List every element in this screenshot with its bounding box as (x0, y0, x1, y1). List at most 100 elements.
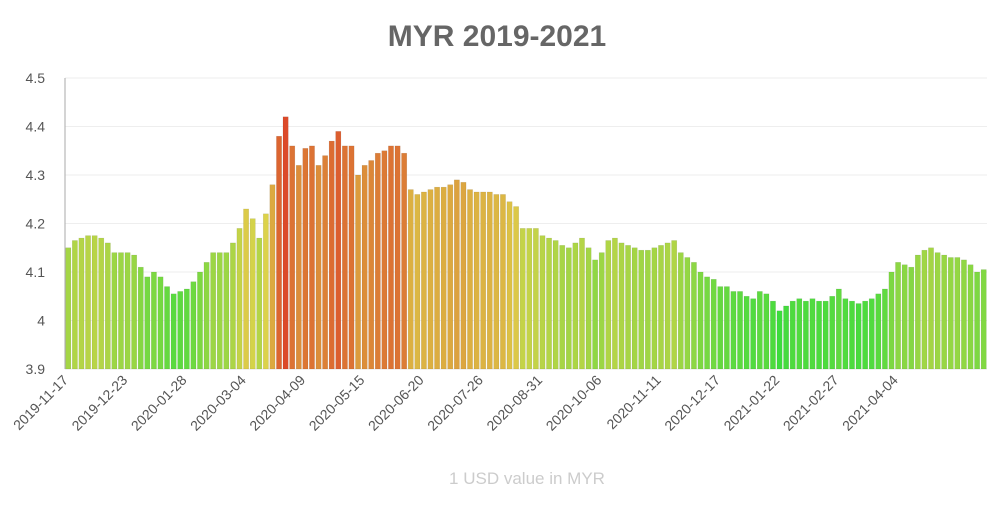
bar (664, 242, 671, 370)
x-tick-label: 2020-03-04 (187, 372, 249, 434)
chart-title: MYR 2019-2021 (388, 20, 606, 53)
bar (131, 254, 138, 370)
bar (644, 249, 651, 370)
bar (901, 264, 908, 370)
bar (822, 300, 829, 370)
bar (908, 266, 915, 370)
bar (961, 259, 967, 370)
bar (783, 305, 790, 370)
bar (572, 242, 579, 370)
bar (631, 247, 638, 370)
bar (546, 237, 552, 370)
bar (170, 293, 177, 370)
bar (203, 262, 210, 370)
bar (710, 279, 717, 370)
bar (427, 189, 434, 370)
bar (190, 281, 197, 370)
y-tick-label: 4.4 (26, 119, 46, 135)
x-tick-label: 2020-05-15 (306, 372, 368, 434)
bar (816, 300, 822, 370)
bar (592, 259, 599, 370)
bar (78, 237, 85, 370)
bar (796, 298, 803, 370)
bar (565, 247, 572, 370)
bar (118, 252, 124, 370)
bar (256, 237, 263, 370)
bar (638, 249, 645, 370)
bar (223, 252, 230, 370)
bar (447, 184, 454, 370)
bar (368, 160, 375, 370)
bar (651, 247, 658, 370)
bar (98, 237, 105, 370)
bar (230, 242, 236, 370)
bar (605, 240, 612, 370)
bar (85, 235, 91, 370)
bar (974, 271, 981, 370)
bar (216, 252, 223, 370)
bar (243, 208, 249, 370)
bar (407, 189, 414, 370)
bar (500, 194, 506, 370)
bar (111, 252, 118, 370)
x-tick-label: 2019-12-23 (68, 372, 130, 434)
bar (579, 237, 585, 370)
x-tick-label: 2020-04-09 (246, 372, 308, 434)
bar (717, 286, 724, 370)
bar (157, 276, 164, 370)
x-tick-label: 2020-01-28 (128, 372, 190, 434)
bar (249, 218, 256, 370)
bar (467, 189, 473, 370)
x-tick-label: 2021-04-04 (839, 372, 901, 434)
bar (756, 291, 763, 370)
bar (328, 140, 335, 370)
bar (388, 145, 394, 370)
bar (737, 291, 743, 370)
bar (394, 145, 401, 370)
bar (440, 186, 447, 370)
y-tick-label: 3.9 (26, 361, 46, 377)
bar (868, 298, 875, 370)
bar (322, 155, 329, 370)
bar (855, 303, 862, 370)
y-tick-label: 4 (37, 313, 45, 329)
bar (730, 291, 737, 370)
bar (210, 252, 217, 370)
bar (559, 245, 566, 370)
y-tick-label: 4.3 (26, 167, 46, 183)
y-tick-label: 4.5 (26, 70, 46, 86)
bar (875, 293, 882, 370)
bar (276, 135, 282, 370)
bar (91, 235, 98, 370)
bar (124, 252, 131, 370)
bar (532, 228, 539, 370)
bar (519, 228, 526, 370)
x-tick-label: 2020-06-20 (365, 372, 427, 434)
x-tick-label: 2021-02-27 (780, 372, 842, 434)
bar (776, 310, 783, 370)
bar (862, 300, 869, 370)
bar (486, 191, 493, 370)
x-tick-label: 2021-01-22 (720, 372, 782, 434)
bar (723, 286, 730, 370)
bar (618, 242, 625, 370)
bar (552, 240, 559, 370)
bar (967, 264, 974, 370)
bar (743, 296, 750, 370)
bar (671, 240, 678, 370)
bar (315, 165, 322, 370)
bar (598, 252, 605, 370)
bar (612, 237, 618, 370)
bar (697, 271, 704, 370)
y-tick-label: 4.1 (26, 264, 46, 280)
y-tick-label: 4.2 (26, 216, 46, 232)
bar (770, 300, 776, 370)
bar (513, 206, 520, 370)
bar (137, 266, 144, 370)
x-tick-label: 2019-11-17 (10, 372, 71, 433)
bar (295, 165, 302, 370)
bar (658, 245, 664, 370)
bar (348, 145, 355, 370)
bar (750, 298, 757, 370)
bar (493, 194, 500, 370)
